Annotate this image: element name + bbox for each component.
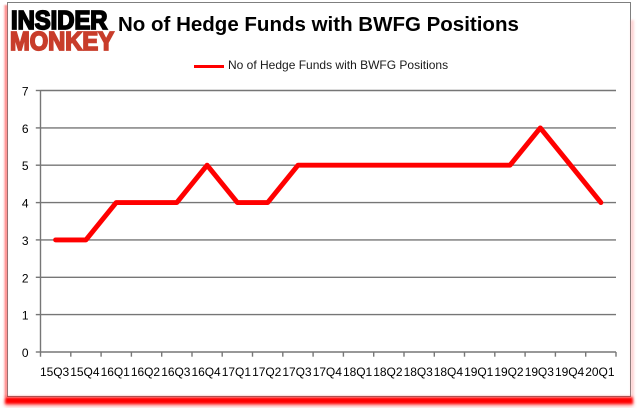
svg-text:17Q1: 17Q1 <box>222 365 252 379</box>
svg-text:19Q1: 19Q1 <box>464 365 494 379</box>
svg-text:18Q1: 18Q1 <box>343 365 373 379</box>
svg-text:17Q2: 17Q2 <box>252 365 282 379</box>
svg-text:19Q3: 19Q3 <box>525 365 555 379</box>
svg-text:0: 0 <box>22 346 29 360</box>
svg-text:18Q2: 18Q2 <box>373 365 403 379</box>
svg-text:2: 2 <box>22 271 29 285</box>
svg-text:15Q4: 15Q4 <box>70 365 100 379</box>
svg-text:15Q3: 15Q3 <box>40 365 70 379</box>
svg-text:INSIDER: INSIDER <box>11 5 108 35</box>
svg-text:20Q1: 20Q1 <box>585 365 615 379</box>
svg-text:16Q2: 16Q2 <box>131 365 161 379</box>
svg-text:3: 3 <box>22 234 29 248</box>
svg-text:1: 1 <box>22 309 29 323</box>
svg-text:17Q4: 17Q4 <box>313 365 343 379</box>
svg-text:18Q4: 18Q4 <box>434 365 464 379</box>
svg-text:6: 6 <box>22 122 29 136</box>
svg-text:16Q3: 16Q3 <box>161 365 191 379</box>
svg-text:5: 5 <box>22 159 29 173</box>
svg-text:17Q3: 17Q3 <box>282 365 312 379</box>
svg-text:16Q1: 16Q1 <box>101 365 131 379</box>
svg-text:19Q4: 19Q4 <box>555 365 585 379</box>
svg-text:16Q4: 16Q4 <box>192 365 222 379</box>
svg-text:7: 7 <box>22 85 29 99</box>
svg-text:19Q2: 19Q2 <box>494 365 524 379</box>
svg-text:18Q3: 18Q3 <box>404 365 434 379</box>
svg-text:MONKEY: MONKEY <box>10 26 114 56</box>
svg-text:4: 4 <box>22 197 29 211</box>
